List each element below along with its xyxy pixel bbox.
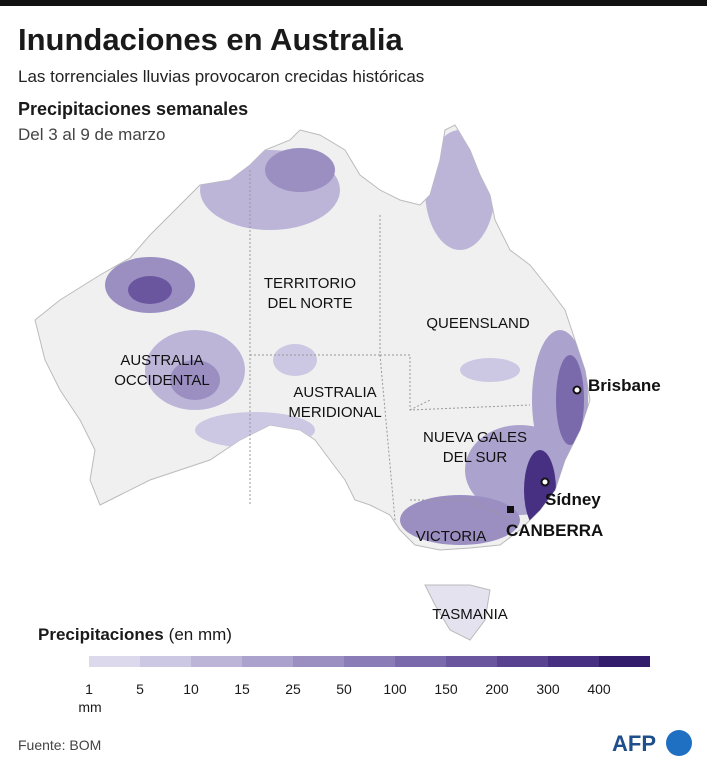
- capital-marker: [507, 506, 514, 513]
- legend-swatch: [599, 656, 650, 667]
- region-label: QUEENSLAND: [426, 315, 530, 332]
- region-label: DEL SUR: [443, 449, 508, 466]
- legend-swatch: [293, 656, 344, 667]
- legend-tick-label: 50: [336, 681, 352, 697]
- region-label: AUSTRALIA: [120, 352, 203, 369]
- region-label: OCCIDENTAL: [114, 372, 210, 389]
- state-borders: [249, 170, 531, 521]
- legend-swatch: [242, 656, 293, 667]
- legend-title-text: Precipitaciones: [38, 625, 164, 644]
- legend-ticks: 1 5 10 15 25 50 100 150 200 300 400: [85, 681, 611, 697]
- region-label: AUSTRALIA: [293, 384, 376, 401]
- city-label: Sídney: [545, 490, 601, 509]
- region-labels: TERRITORIO DEL NORTE QUEENSLAND AUSTRALIA OC…: [114, 275, 530, 623]
- legend-tick-label: 400: [587, 681, 611, 697]
- region-label: TERRITORIO: [264, 275, 356, 292]
- legend-tick-label: 100: [383, 681, 407, 697]
- legend-tick-label: 25: [285, 681, 301, 697]
- legend: Precipitaciones (en mm) 1 5 10 15 25 50 100 150 2…: [38, 625, 650, 715]
- top-rule: [0, 0, 707, 6]
- legend-tick-label: 1: [85, 681, 93, 697]
- legend-swatch: [191, 656, 242, 667]
- legend-swatch: [446, 656, 497, 667]
- legend-tick-label: 10: [183, 681, 199, 697]
- legend-swatch: [38, 656, 89, 667]
- legend-tick-label: 300: [536, 681, 560, 697]
- region-label: TASMANIA: [432, 606, 508, 623]
- legend-tick-label: 5: [136, 681, 144, 697]
- logo: AFP: [612, 731, 656, 756]
- section-title: Precipitaciones semanales: [18, 99, 248, 119]
- legend-swatch: [548, 656, 599, 667]
- legend-tick-unit: mm: [78, 699, 101, 715]
- legend-swatch: [395, 656, 446, 667]
- tasmania-outline: [424, 584, 491, 641]
- legend-tick-label: 150: [434, 681, 458, 697]
- legend-swatch: [140, 656, 191, 667]
- city-marker: [540, 477, 550, 487]
- city-marker: [572, 385, 582, 395]
- legend-title: Precipitaciones (en mm): [38, 625, 232, 644]
- region-label: DEL NORTE: [267, 295, 352, 312]
- period: Del 3 al 9 de marzo: [18, 125, 165, 144]
- source: Fuente: BOM: [18, 737, 101, 753]
- legend-swatch: [497, 656, 548, 667]
- legend-swatch: [344, 656, 395, 667]
- title: Inundaciones en Australia: [18, 22, 403, 57]
- subtitle: Las torrenciales lluvias provocaron crec…: [18, 67, 424, 86]
- legend-tick-label: 200: [485, 681, 509, 697]
- legend-tick-label: 15: [234, 681, 250, 697]
- region-label: VICTORIA: [416, 528, 487, 545]
- region-label: NUEVA GALES: [423, 429, 527, 446]
- map: TERRITORIO DEL NORTE QUEENSLAND AUSTRALIA OC…: [34, 124, 661, 641]
- legend-scale: [38, 656, 650, 667]
- region-label: MERIDIONAL: [288, 404, 381, 421]
- city-label: Brisbane: [588, 376, 661, 395]
- rain-areas: [105, 130, 588, 545]
- legend-unit: (en mm): [169, 625, 232, 644]
- legend-swatch: [89, 656, 140, 667]
- logo-dot: [666, 730, 692, 756]
- city-label: CANBERRA: [506, 521, 603, 540]
